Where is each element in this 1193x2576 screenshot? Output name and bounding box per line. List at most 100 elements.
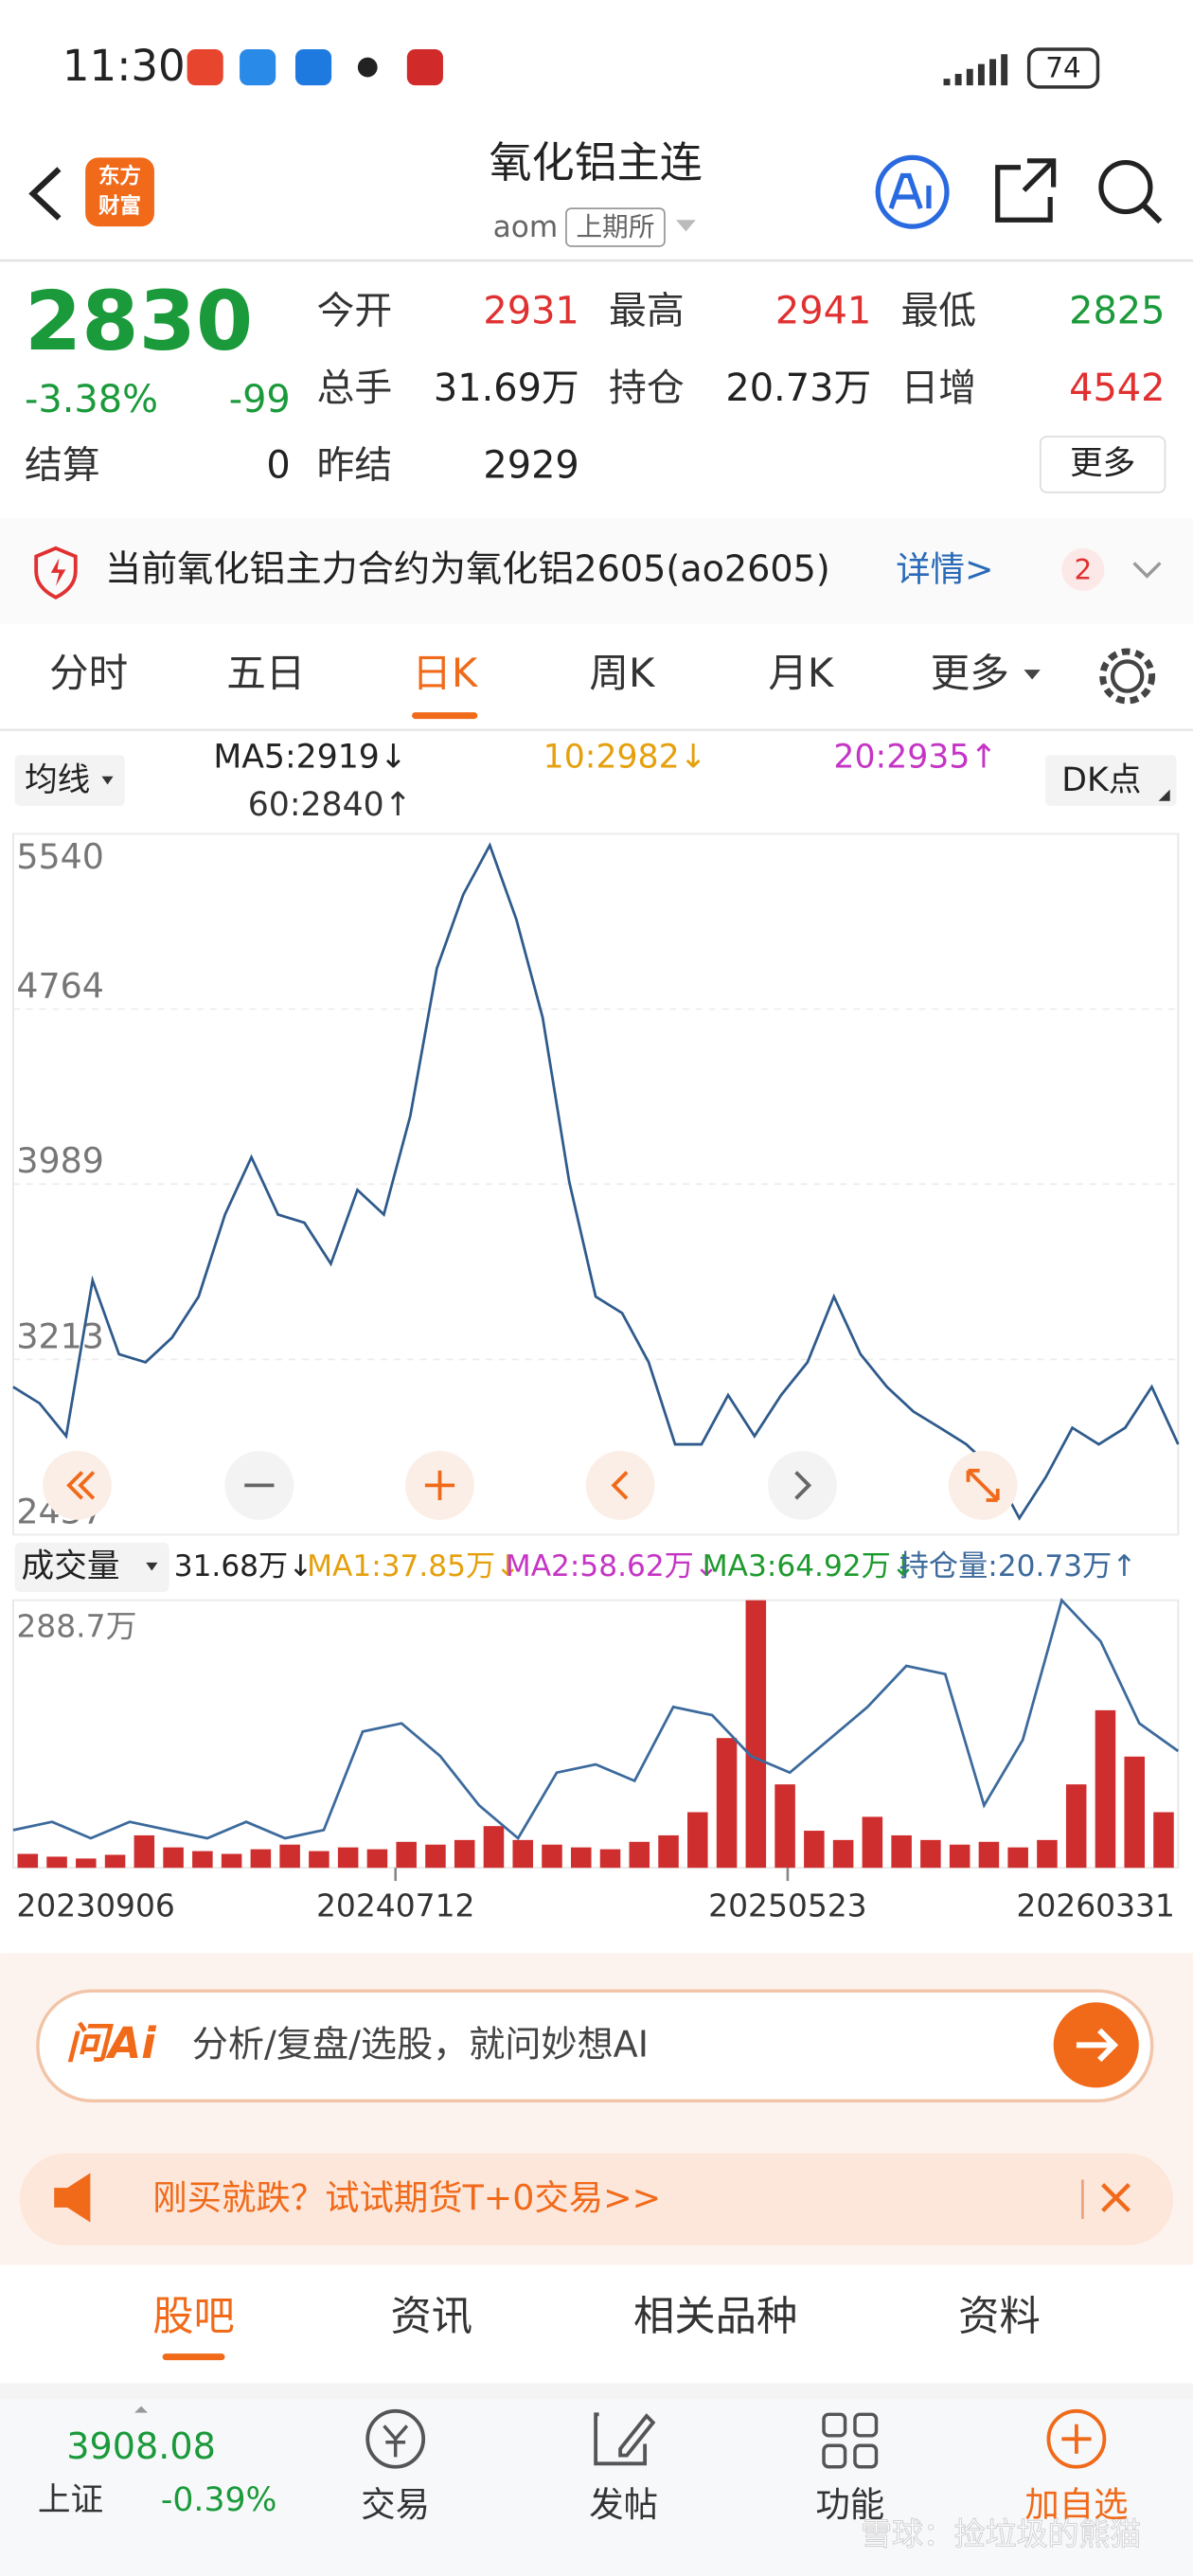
field-label: 总手	[317, 367, 393, 410]
app-icon	[406, 48, 443, 86]
volume-bar	[658, 1834, 679, 1869]
volume-bar	[76, 1858, 97, 1869]
control-button[interactable]	[768, 1451, 837, 1520]
content-tab[interactable]: 股吧	[152, 2293, 235, 2340]
volume-legend: 成交量 31.68万↓MA1:37.85万↓MA2:58.62万↓MA3:64.…	[14, 1543, 1137, 1593]
page-title: 氧化铝主连	[490, 137, 703, 188]
nav-item[interactable]: 发帖	[589, 2484, 658, 2525]
period-tab[interactable]: 月K	[768, 650, 835, 696]
notice-text: 当前氧化铝主力合约为氧化铝2605(ao2605)	[105, 548, 830, 590]
time: 11:30	[62, 41, 186, 91]
field-label: 日增	[900, 367, 976, 410]
indicator-name: 成交量	[22, 1547, 120, 1585]
app-icon	[357, 57, 378, 78]
volume-bar	[104, 1854, 126, 1869]
dropdown-arrow[interactable]	[676, 220, 696, 232]
nav-items: 交易 发帖 功能 加自选	[361, 2484, 1128, 2525]
close-button[interactable]	[1101, 2183, 1131, 2212]
last-price: 2830	[25, 275, 253, 369]
content-tab[interactable]: 相关品种	[633, 2293, 797, 2340]
promo-banner[interactable]: 刚买就跌？试试期货T+0交易>>	[19, 2153, 1174, 2245]
expand-arrow[interactable]	[1132, 562, 1162, 579]
legend-label: 持仓量:20.73万↑	[899, 1549, 1137, 1583]
volume-panel	[12, 1599, 1180, 1869]
back-button[interactable]	[28, 167, 62, 221]
volume-bar	[978, 1841, 1000, 1869]
indicator-selector[interactable]	[14, 1543, 169, 1593]
function-icon	[822, 2412, 847, 2438]
index-name: 上证	[38, 2481, 103, 2519]
ma10: 10:2982↓	[543, 739, 707, 777]
volume-bar	[279, 1844, 300, 1869]
quote-panel: 2830 -3.38% -99 结算 0 今开 2931 最高 2941 最低 …	[25, 275, 1166, 493]
content-tab[interactable]: 资料	[958, 2293, 1041, 2340]
contract-code: aom	[493, 210, 559, 244]
ma5: MA5:2919↓	[213, 739, 407, 777]
active-tab-indicator	[162, 2353, 225, 2361]
y-tick-label: 288.7万	[16, 1608, 136, 1645]
field-label: 最高	[609, 290, 685, 333]
content-tab[interactable]: 资讯	[391, 2293, 473, 2340]
field-value: 31.69万	[434, 367, 579, 410]
more-label: 更多	[1070, 444, 1135, 482]
open-interest-line	[12, 1597, 1180, 1841]
volume-bar	[775, 1784, 795, 1869]
logo-text: 东方	[98, 164, 141, 189]
volume-bar	[1124, 1756, 1145, 1869]
more-button[interactable]	[1039, 436, 1166, 493]
volume-bar	[250, 1849, 272, 1869]
dk-button[interactable]	[1044, 755, 1177, 806]
x-tick-label: 20260331	[1016, 1887, 1175, 1923]
ai-bar[interactable]: 问Ai 分析/复盘/选股，就问妙想AI	[36, 1989, 1154, 2103]
period-tab[interactable]: 日K	[412, 650, 479, 696]
settings-teeth	[1099, 648, 1156, 705]
period-tab[interactable]: 分时	[49, 650, 128, 696]
notice-bg	[0, 518, 1193, 624]
nav-item[interactable]: 功能	[815, 2484, 884, 2525]
ai-button[interactable]	[875, 154, 950, 229]
indicator-selector[interactable]	[14, 755, 125, 806]
indicator-name: 均线	[25, 761, 90, 799]
trade-icon	[365, 2408, 426, 2469]
x-tick-label: 20240712	[316, 1887, 474, 1923]
volume-bar	[1065, 1784, 1087, 1869]
divider	[0, 2383, 1193, 2400]
control-button[interactable]	[585, 1451, 655, 1520]
volume-bar	[396, 1841, 417, 1869]
dropdown-arrow	[1024, 670, 1041, 680]
battery-icon	[1026, 47, 1100, 89]
nav-item[interactable]: 加自选	[1024, 2484, 1128, 2525]
ma20: 20:2935↑	[833, 739, 997, 777]
megaphone-icon	[54, 2173, 91, 2223]
x-tick	[786, 1868, 790, 1882]
bottom-nav: 3908.08 上证 -0.39% 交易 发帖 功能 加自选 雪球：捡垃圾的熊猫	[0, 2399, 1193, 2576]
divider	[0, 259, 1193, 262]
period-tab[interactable]: 五日	[226, 650, 305, 696]
promo-text: 刚买就跌？试试期货T+0交易>>	[152, 2177, 661, 2218]
share-button[interactable]	[995, 158, 1057, 223]
period-tab[interactable]: 周K	[589, 650, 656, 696]
volume-bar	[570, 1847, 592, 1869]
nav-item[interactable]: 交易	[361, 2484, 430, 2525]
notice-link[interactable]: 详情>	[896, 549, 993, 590]
ai-input[interactable]	[36, 1989, 1154, 2103]
legend-label: MA2:58.62万↓	[506, 1549, 719, 1583]
left-icon	[611, 1471, 629, 1500]
app-icon	[240, 48, 276, 86]
search-button[interactable]	[1098, 159, 1153, 215]
function-icon	[853, 2443, 879, 2469]
period-tab[interactable]: 更多	[931, 650, 1009, 696]
send-arrow	[1076, 2028, 1119, 2063]
volume-bar	[163, 1847, 184, 1869]
divider	[0, 728, 1193, 732]
volume-bar	[1153, 1812, 1174, 1869]
notice-bar[interactable]: 当前氧化铝主力合约为氧化铝2605(ao2605) 详情> 2	[0, 518, 1193, 624]
volume-bar	[366, 1849, 388, 1869]
function-icon	[853, 2412, 879, 2438]
separator	[1081, 2179, 1084, 2220]
ma-row: 均线 MA5:2919↓ 10:2982↓ 20:2935↑ 60:2840↑ …	[14, 739, 1177, 824]
search-handle	[1141, 203, 1163, 224]
settings-button[interactable]	[1110, 659, 1145, 693]
control-button[interactable]	[43, 1451, 112, 1520]
